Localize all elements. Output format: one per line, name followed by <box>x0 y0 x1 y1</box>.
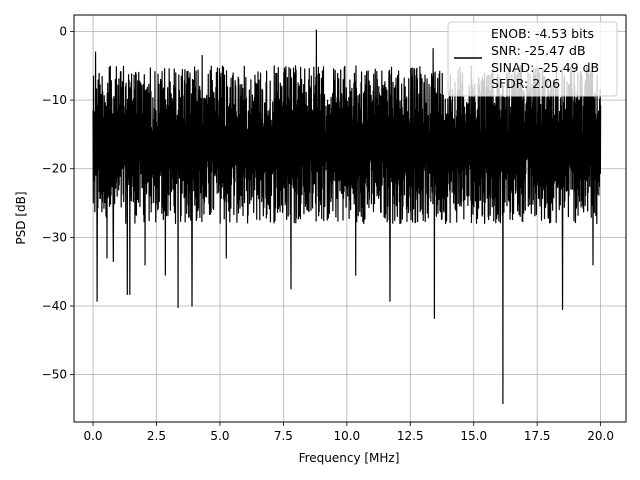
y-tick-label: −40 <box>42 299 67 313</box>
x-tick-label: 7.5 <box>274 429 293 443</box>
y-tick-label: −30 <box>42 230 67 244</box>
y-tick-label: −10 <box>42 93 67 107</box>
x-tick-label: 17.5 <box>524 429 551 443</box>
x-tick-label: 5.0 <box>210 429 229 443</box>
x-tick-label: 2.5 <box>147 429 166 443</box>
legend-box <box>447 21 618 97</box>
legend-entry: SNR: -25.47 dB <box>491 43 586 58</box>
legend: ENOB: -4.53 bits SNR: -25.47 dB SINAD: -… <box>447 21 618 97</box>
legend-entry: SINAD: -25.49 dB <box>491 60 599 75</box>
x-tick-label: 15.0 <box>460 429 487 443</box>
plot-frame <box>73 14 627 423</box>
x-tick-label: 10.0 <box>333 429 360 443</box>
x-axis-label: Frequency [MHz] <box>299 451 400 465</box>
x-tick-label: 0.0 <box>83 429 102 443</box>
x-tick-label: 12.5 <box>397 429 424 443</box>
legend-entry: SFDR: 2.06 <box>491 76 560 91</box>
y-tick-label: −50 <box>42 368 67 382</box>
x-axis-ticks: 0.0 2.5 5.0 7.5 10.0 12.5 15.0 17.5 20.0 <box>83 422 614 443</box>
legend-entry: ENOB: -4.53 bits <box>491 26 594 41</box>
x-tick-label: 20.0 <box>587 429 614 443</box>
psd-trace <box>92 29 602 405</box>
y-axis-label: PSD [dB] <box>14 191 28 244</box>
y-axis-ticks: 0 −10 −20 −30 −40 −50 <box>42 24 74 382</box>
psd-line <box>92 29 602 405</box>
y-tick-label: 0 <box>59 24 67 38</box>
y-tick-label: −20 <box>42 162 67 176</box>
